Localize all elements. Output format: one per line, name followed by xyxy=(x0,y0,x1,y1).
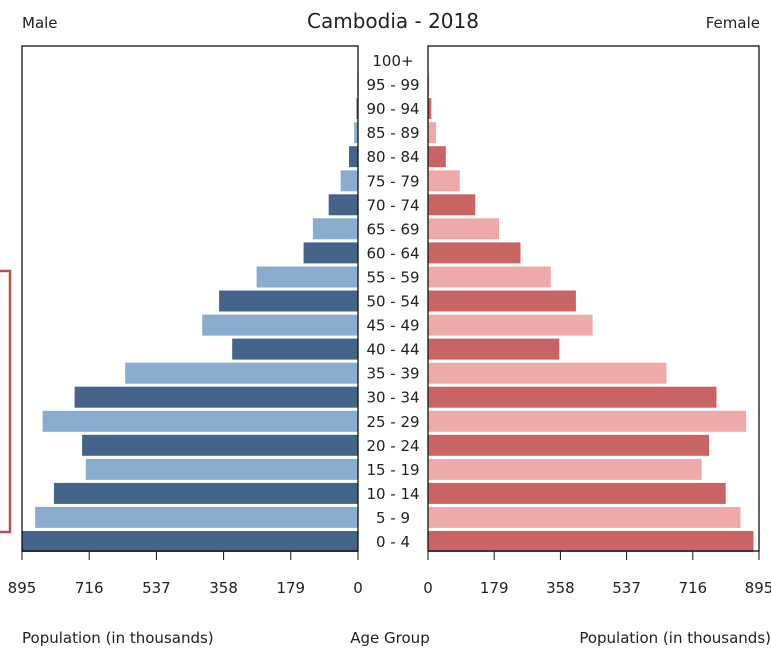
female-bar-14 xyxy=(428,194,476,216)
age-group-label-9: 45 - 49 xyxy=(366,317,419,335)
male-tick-label-0: 0 xyxy=(353,579,363,597)
male-bar-10 xyxy=(219,290,358,312)
male-tick-label-4: 716 xyxy=(75,579,104,597)
female-tick-label-1: 179 xyxy=(480,579,509,597)
female-bar-10 xyxy=(428,290,576,312)
age-group-label-6: 30 - 34 xyxy=(366,389,419,407)
male-bar-7 xyxy=(125,362,358,384)
male-tick-label-1: 179 xyxy=(276,579,305,597)
male-bar-0 xyxy=(22,531,358,552)
age-group-label-2: 10 - 14 xyxy=(366,485,419,503)
age-group-label-8: 40 - 44 xyxy=(366,341,419,359)
male-bar-18 xyxy=(356,98,358,120)
age-group-labels: 0 - 4 5 - 9 10 - 14 15 - 19 20 - 24 25 - 29 30… xyxy=(366,52,419,551)
female-side-label: Female xyxy=(706,14,760,32)
age-group-label-0: 0 - 4 xyxy=(376,533,410,551)
female-bar-9 xyxy=(428,314,593,336)
male-bar-8 xyxy=(232,338,358,360)
male-bar-4 xyxy=(82,434,358,456)
age-group-label-7: 35 - 39 xyxy=(366,365,419,383)
male-bars xyxy=(22,50,359,552)
age-group-label-14: 70 - 74 xyxy=(366,196,419,214)
female-tick-label-0: 0 xyxy=(423,579,433,597)
age-group-label-1: 5 - 9 xyxy=(376,509,410,527)
female-bar-15 xyxy=(428,170,460,192)
female-bar-5 xyxy=(428,410,747,432)
female-bar-18 xyxy=(428,98,432,120)
female-bar-1 xyxy=(428,506,741,528)
male-bar-3 xyxy=(85,458,359,480)
female-bar-4 xyxy=(428,434,710,456)
age-group-label-17: 85 - 89 xyxy=(366,124,419,142)
female-tick-label-3: 537 xyxy=(612,579,641,597)
age-group-label-19: 95 - 99 xyxy=(366,76,419,94)
age-group-label-4: 20 - 24 xyxy=(366,437,419,455)
male-bar-12 xyxy=(303,242,358,264)
highlight-bracket xyxy=(0,269,12,534)
female-bars xyxy=(428,50,754,552)
male-tick-label-5: 895 xyxy=(8,579,37,597)
male-bar-11 xyxy=(256,266,358,288)
female-bar-7 xyxy=(428,362,667,384)
female-axis-ticks: 0 179 358 537 716 895 xyxy=(423,551,771,597)
female-bar-17 xyxy=(428,122,437,144)
male-tick-label-2: 358 xyxy=(209,579,238,597)
age-group-label-13: 65 - 69 xyxy=(366,220,419,238)
age-group-axis-title: Age Group xyxy=(350,629,429,647)
chart-title: Cambodia - 2018 xyxy=(307,9,479,33)
female-tick-label-4: 716 xyxy=(678,579,707,597)
age-group-label-15: 75 - 79 xyxy=(366,172,419,190)
age-group-label-18: 90 - 94 xyxy=(366,100,419,118)
age-group-label-3: 15 - 19 xyxy=(366,461,419,479)
male-side-label: Male xyxy=(22,14,58,32)
female-axis-title: Population (in thousands) xyxy=(579,629,771,647)
male-bar-16 xyxy=(349,146,358,168)
female-tick-label-2: 358 xyxy=(546,579,575,597)
male-tick-label-3: 537 xyxy=(142,579,171,597)
female-bar-8 xyxy=(428,338,560,360)
age-group-label-10: 50 - 54 xyxy=(366,293,419,311)
male-bar-2 xyxy=(53,482,359,504)
male-bar-15 xyxy=(340,170,358,192)
male-bar-9 xyxy=(202,314,358,336)
female-bar-13 xyxy=(428,218,499,240)
male-axis-ticks: 0 179 358 537 716 895 xyxy=(8,551,363,597)
female-bar-11 xyxy=(428,266,551,288)
female-tick-label-5: 895 xyxy=(745,579,771,597)
age-group-label-20: 100+ xyxy=(372,52,413,70)
female-bar-16 xyxy=(428,146,446,168)
age-group-label-5: 25 - 29 xyxy=(366,413,419,431)
male-bar-14 xyxy=(328,194,358,216)
male-bar-6 xyxy=(74,386,358,408)
female-bar-6 xyxy=(428,386,717,408)
age-group-label-12: 60 - 64 xyxy=(366,244,419,262)
female-bar-2 xyxy=(428,482,726,504)
female-bar-0 xyxy=(428,531,754,552)
male-bar-5 xyxy=(42,410,358,432)
age-group-label-11: 55 - 59 xyxy=(366,269,419,287)
male-bar-17 xyxy=(354,122,358,144)
female-bar-3 xyxy=(428,458,702,480)
age-group-label-16: 80 - 84 xyxy=(366,148,419,166)
female-bar-12 xyxy=(428,242,521,264)
male-bar-1 xyxy=(35,506,358,528)
male-bar-13 xyxy=(312,218,358,240)
male-axis-title: Population (in thousands) xyxy=(22,629,214,647)
